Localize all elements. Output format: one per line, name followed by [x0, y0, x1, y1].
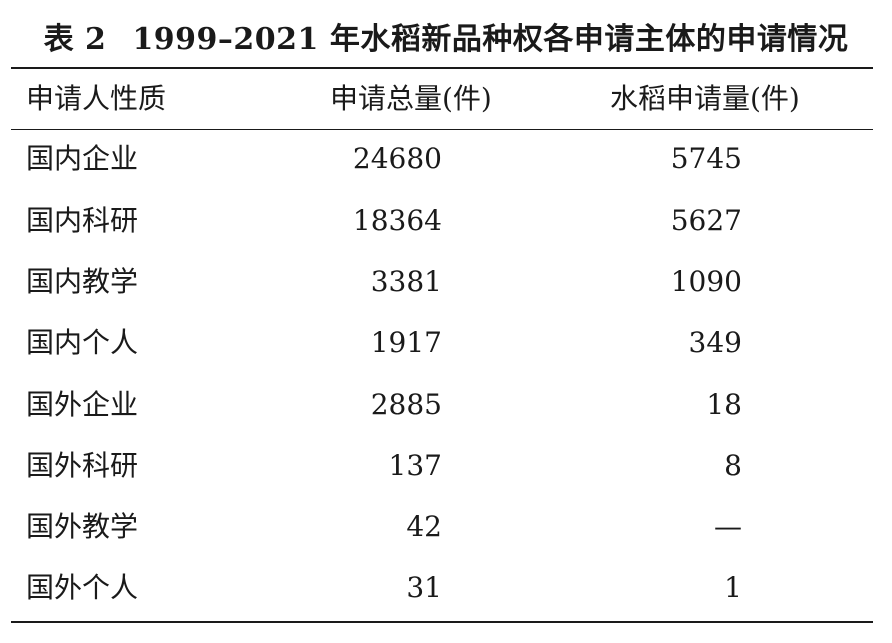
row-applicant-type: 国外科研: [26, 449, 139, 482]
row-total: 2885: [370, 388, 442, 421]
row-total: 3381: [370, 265, 442, 298]
row-applicant-type: 国内教学: [26, 265, 139, 298]
row-applicant-type: 国外企业: [26, 388, 139, 421]
header-applicant-type: 申请人性质: [26, 82, 167, 115]
row-rice: 18: [706, 388, 742, 421]
row-total: 24680: [352, 142, 442, 175]
header-rice-applications: 水稻申请量(件): [610, 82, 800, 115]
row-rice: 349: [688, 326, 742, 359]
row-applicant-type: 国外教学: [26, 510, 139, 543]
top-rule: [11, 67, 873, 69]
row-rice: 1: [724, 571, 742, 604]
row-rice: 1090: [670, 265, 742, 298]
header-total-applications: 申请总量(件): [330, 82, 492, 115]
row-rice: 5627: [670, 204, 742, 237]
table-title: 1999–2021 年水稻新品种权各申请主体的申请情况: [132, 22, 849, 57]
row-applicant-type: 国内个人: [26, 326, 139, 359]
row-rice: —: [714, 510, 742, 543]
row-applicant-type: 国内企业: [26, 142, 139, 175]
table-number: 表 2: [43, 22, 107, 57]
row-total: 137: [388, 449, 442, 482]
row-applicant-type: 国外个人: [26, 571, 139, 604]
row-applicant-type: 国内科研: [26, 204, 139, 237]
row-total: 42: [406, 510, 442, 543]
bottom-rule: [11, 621, 873, 623]
table-caption: 表 2 1999–2021 年水稻新品种权各申请主体的申请情况: [0, 14, 892, 58]
row-rice: 5745: [670, 142, 742, 175]
row-rice: 8: [724, 449, 742, 482]
row-total: 18364: [352, 204, 442, 237]
row-total: 31: [406, 571, 442, 604]
row-total: 1917: [370, 326, 442, 359]
header-rule: [11, 129, 873, 130]
